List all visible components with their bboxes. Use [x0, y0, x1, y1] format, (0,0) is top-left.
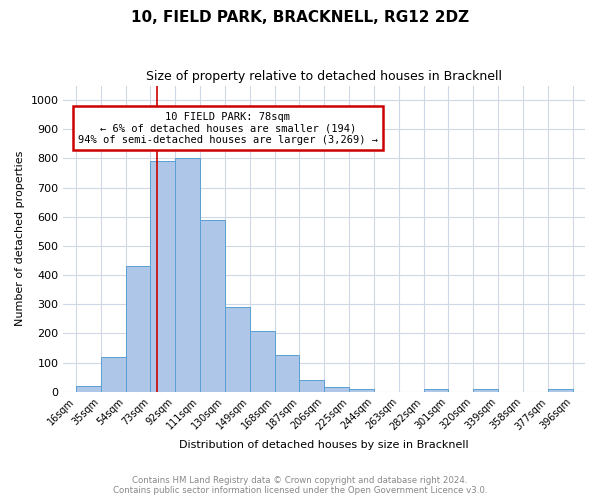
Bar: [250, 330, 275, 392]
Bar: [151, 162, 175, 392]
Bar: [299, 380, 324, 392]
Bar: [76, 386, 101, 392]
Bar: [125, 266, 151, 392]
Bar: [200, 220, 225, 392]
Text: 10 FIELD PARK: 78sqm
← 6% of detached houses are smaller (194)
94% of semi-detac: 10 FIELD PARK: 78sqm ← 6% of detached ho…: [78, 112, 378, 145]
Bar: [175, 158, 200, 392]
Bar: [473, 390, 498, 392]
Text: Contains HM Land Registry data © Crown copyright and database right 2024.
Contai: Contains HM Land Registry data © Crown c…: [113, 476, 487, 495]
Bar: [275, 356, 299, 392]
X-axis label: Distribution of detached houses by size in Bracknell: Distribution of detached houses by size …: [179, 440, 469, 450]
Bar: [225, 307, 250, 392]
Bar: [101, 357, 125, 392]
Bar: [349, 389, 374, 392]
Bar: [324, 388, 349, 392]
Y-axis label: Number of detached properties: Number of detached properties: [15, 151, 25, 326]
Text: 10, FIELD PARK, BRACKNELL, RG12 2DZ: 10, FIELD PARK, BRACKNELL, RG12 2DZ: [131, 10, 469, 25]
Bar: [548, 390, 572, 392]
Bar: [424, 389, 448, 392]
Title: Size of property relative to detached houses in Bracknell: Size of property relative to detached ho…: [146, 70, 502, 83]
